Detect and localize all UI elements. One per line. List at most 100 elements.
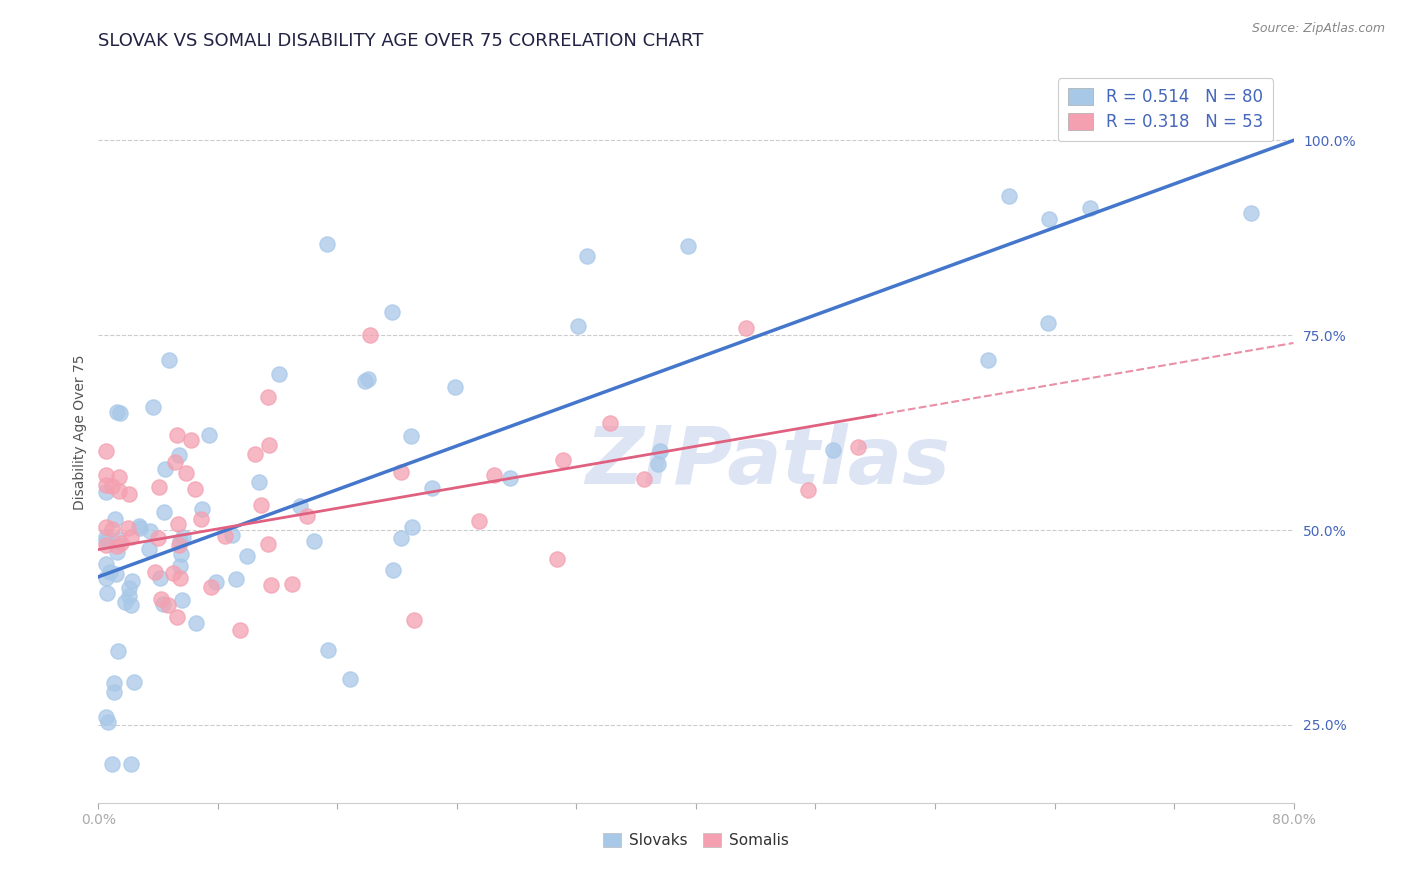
Point (389, 465, 412, 479)
Point (153, 462, 176, 476)
Point (180, 433, 202, 447)
Point (599, 416, 621, 430)
Point (94, 520, 117, 534)
Point (129, 521, 152, 535)
Point (1038, 316, 1060, 330)
Point (678, 238, 700, 252)
Point (107, 532, 129, 546)
Point (120, 531, 142, 545)
Point (139, 524, 162, 539)
Point (105, 539, 128, 553)
Point (100, 522, 122, 536)
Point (122, 675, 145, 690)
Point (389, 531, 412, 545)
Point (167, 538, 190, 552)
Point (354, 374, 377, 388)
Text: SLOVAK VS SOMALI DISABILITY AGE OVER 75 CORRELATION CHART: SLOVAK VS SOMALI DISABILITY AGE OVER 75 … (98, 32, 704, 50)
Point (221, 528, 243, 542)
Point (259, 438, 281, 452)
Point (184, 482, 207, 496)
Point (128, 518, 150, 533)
Point (153, 505, 176, 519)
Point (316, 643, 339, 657)
Point (260, 577, 283, 591)
Point (214, 529, 236, 543)
Point (339, 673, 361, 687)
Point (295, 509, 318, 524)
Point (107, 469, 129, 483)
Point (172, 529, 194, 543)
Point (257, 390, 280, 404)
Point (404, 614, 426, 628)
Point (359, 328, 381, 343)
Point (149, 571, 172, 585)
Text: ZIPatlas: ZIPatlas (585, 423, 950, 501)
Point (118, 589, 141, 603)
Point (250, 498, 273, 512)
Point (103, 685, 125, 699)
Point (190, 502, 212, 516)
Point (247, 475, 270, 489)
Point (290, 499, 312, 513)
Point (1240, 206, 1263, 220)
Point (165, 455, 187, 469)
Point (166, 610, 188, 624)
Point (190, 512, 212, 526)
Point (401, 520, 423, 534)
Point (96, 586, 118, 600)
Point (94, 467, 117, 482)
Point (1066, 95, 1088, 109)
Point (105, 566, 128, 581)
Point (1078, 201, 1101, 215)
Point (148, 480, 170, 494)
Point (381, 563, 404, 577)
Point (120, 756, 142, 771)
Point (94, 710, 117, 724)
Point (823, 443, 845, 458)
Point (553, 453, 575, 467)
Point (1091, 123, 1114, 137)
Point (157, 598, 180, 612)
Point (170, 547, 193, 561)
Point (105, 404, 128, 418)
Point (796, 483, 818, 497)
Point (235, 549, 257, 563)
Point (648, 444, 671, 458)
Point (157, 352, 180, 367)
Point (243, 447, 266, 461)
Point (94, 533, 117, 548)
Point (647, 458, 669, 472)
Point (101, 756, 124, 771)
Point (94, 538, 117, 552)
Point (110, 535, 132, 549)
Point (1038, 212, 1060, 227)
Point (142, 400, 165, 414)
Point (280, 576, 302, 591)
Point (167, 448, 190, 462)
Point (146, 531, 169, 545)
Point (94, 444, 117, 458)
Point (166, 428, 188, 442)
Point (143, 565, 166, 579)
Point (100, 479, 122, 493)
Point (200, 580, 222, 594)
Point (420, 481, 443, 495)
Point (401, 429, 423, 443)
Point (267, 367, 290, 381)
Point (257, 537, 280, 551)
Point (120, 598, 142, 612)
Point (118, 487, 141, 501)
Point (169, 558, 191, 573)
Point (205, 575, 228, 590)
Point (846, 440, 869, 454)
Y-axis label: Disability Age Over 75: Disability Age Over 75 (73, 355, 87, 510)
Point (735, 321, 758, 335)
Point (150, 591, 173, 606)
Point (172, 592, 194, 607)
Point (498, 471, 520, 485)
Point (575, 249, 598, 263)
Point (176, 466, 198, 480)
Point (381, 305, 404, 319)
Point (567, 318, 589, 333)
Point (467, 514, 489, 528)
